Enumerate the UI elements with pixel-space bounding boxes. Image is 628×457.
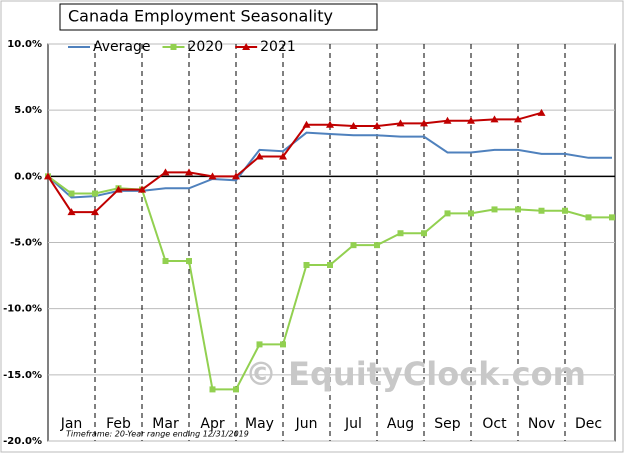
marker [327, 261, 333, 268]
marker [349, 122, 358, 130]
marker [444, 210, 451, 217]
marker [114, 185, 123, 193]
y-tick-label: 10.0% [7, 39, 42, 50]
x-tick-label: Oct [482, 416, 507, 432]
legend-label: 2021 [260, 39, 296, 55]
marker [255, 152, 264, 160]
marker [44, 172, 52, 180]
x-tick-label: Jul [344, 416, 362, 432]
marker [350, 242, 357, 249]
marker [302, 120, 311, 128]
marker [91, 208, 99, 216]
marker [468, 210, 474, 217]
marker [67, 208, 76, 216]
marker [396, 119, 405, 127]
marker [585, 214, 592, 221]
marker [514, 115, 522, 123]
x-tick-label: Aug [387, 416, 414, 432]
marker [609, 214, 615, 221]
legend-label: 2020 [188, 39, 224, 55]
marker [161, 168, 170, 176]
marker [162, 258, 169, 265]
x-tick-label: Jan [60, 416, 83, 432]
marker [515, 206, 521, 213]
marker [491, 206, 498, 213]
marker [92, 190, 98, 197]
y-tick-label: 5.0% [14, 105, 42, 116]
legend-label: Average [93, 39, 151, 55]
y-tick-label: -10.0% [3, 304, 42, 315]
marker [186, 258, 192, 265]
marker [373, 122, 381, 130]
watermark: © EquityClock.com [245, 355, 586, 393]
marker [562, 207, 568, 214]
y-tick-label: -15.0% [3, 370, 42, 381]
x-tick-label: Sep [434, 416, 461, 432]
marker [279, 152, 287, 160]
x-tick-label: Mar [152, 416, 179, 432]
marker [467, 116, 475, 124]
x-tick-label: Jun [295, 416, 318, 432]
marker [208, 172, 217, 180]
marker [421, 230, 427, 237]
title-box [59, 3, 378, 31]
y-tick-label: -20.0% [3, 436, 42, 447]
series-line [47, 111, 542, 214]
marker [68, 190, 75, 197]
marker [303, 261, 310, 268]
x-tick-label: May [245, 416, 274, 432]
marker [280, 341, 286, 348]
marker [170, 44, 177, 50]
marker [537, 108, 546, 116]
marker [138, 185, 146, 193]
y-tick-label: -5.0% [10, 238, 42, 249]
x-tick-label: Feb [106, 416, 131, 432]
chart-title: Canada Employment Seasonality [68, 7, 333, 26]
y-tick-label: 0.0% [14, 171, 42, 182]
marker [209, 386, 216, 393]
marker [242, 43, 251, 50]
x-tick-label: Nov [528, 416, 555, 432]
marker [374, 242, 380, 249]
marker [490, 115, 499, 123]
marker [233, 386, 239, 393]
marker [443, 116, 452, 124]
x-tick-label: Apr [200, 416, 224, 432]
marker [326, 120, 334, 128]
marker [256, 341, 263, 348]
marker [397, 230, 404, 237]
marker [420, 119, 428, 127]
footnote: Timeframe: 20-Year range ending 12/31/20… [66, 430, 249, 439]
marker [185, 168, 193, 176]
marker [538, 207, 545, 214]
marker [232, 172, 240, 180]
x-tick-label: Dec [575, 416, 602, 432]
